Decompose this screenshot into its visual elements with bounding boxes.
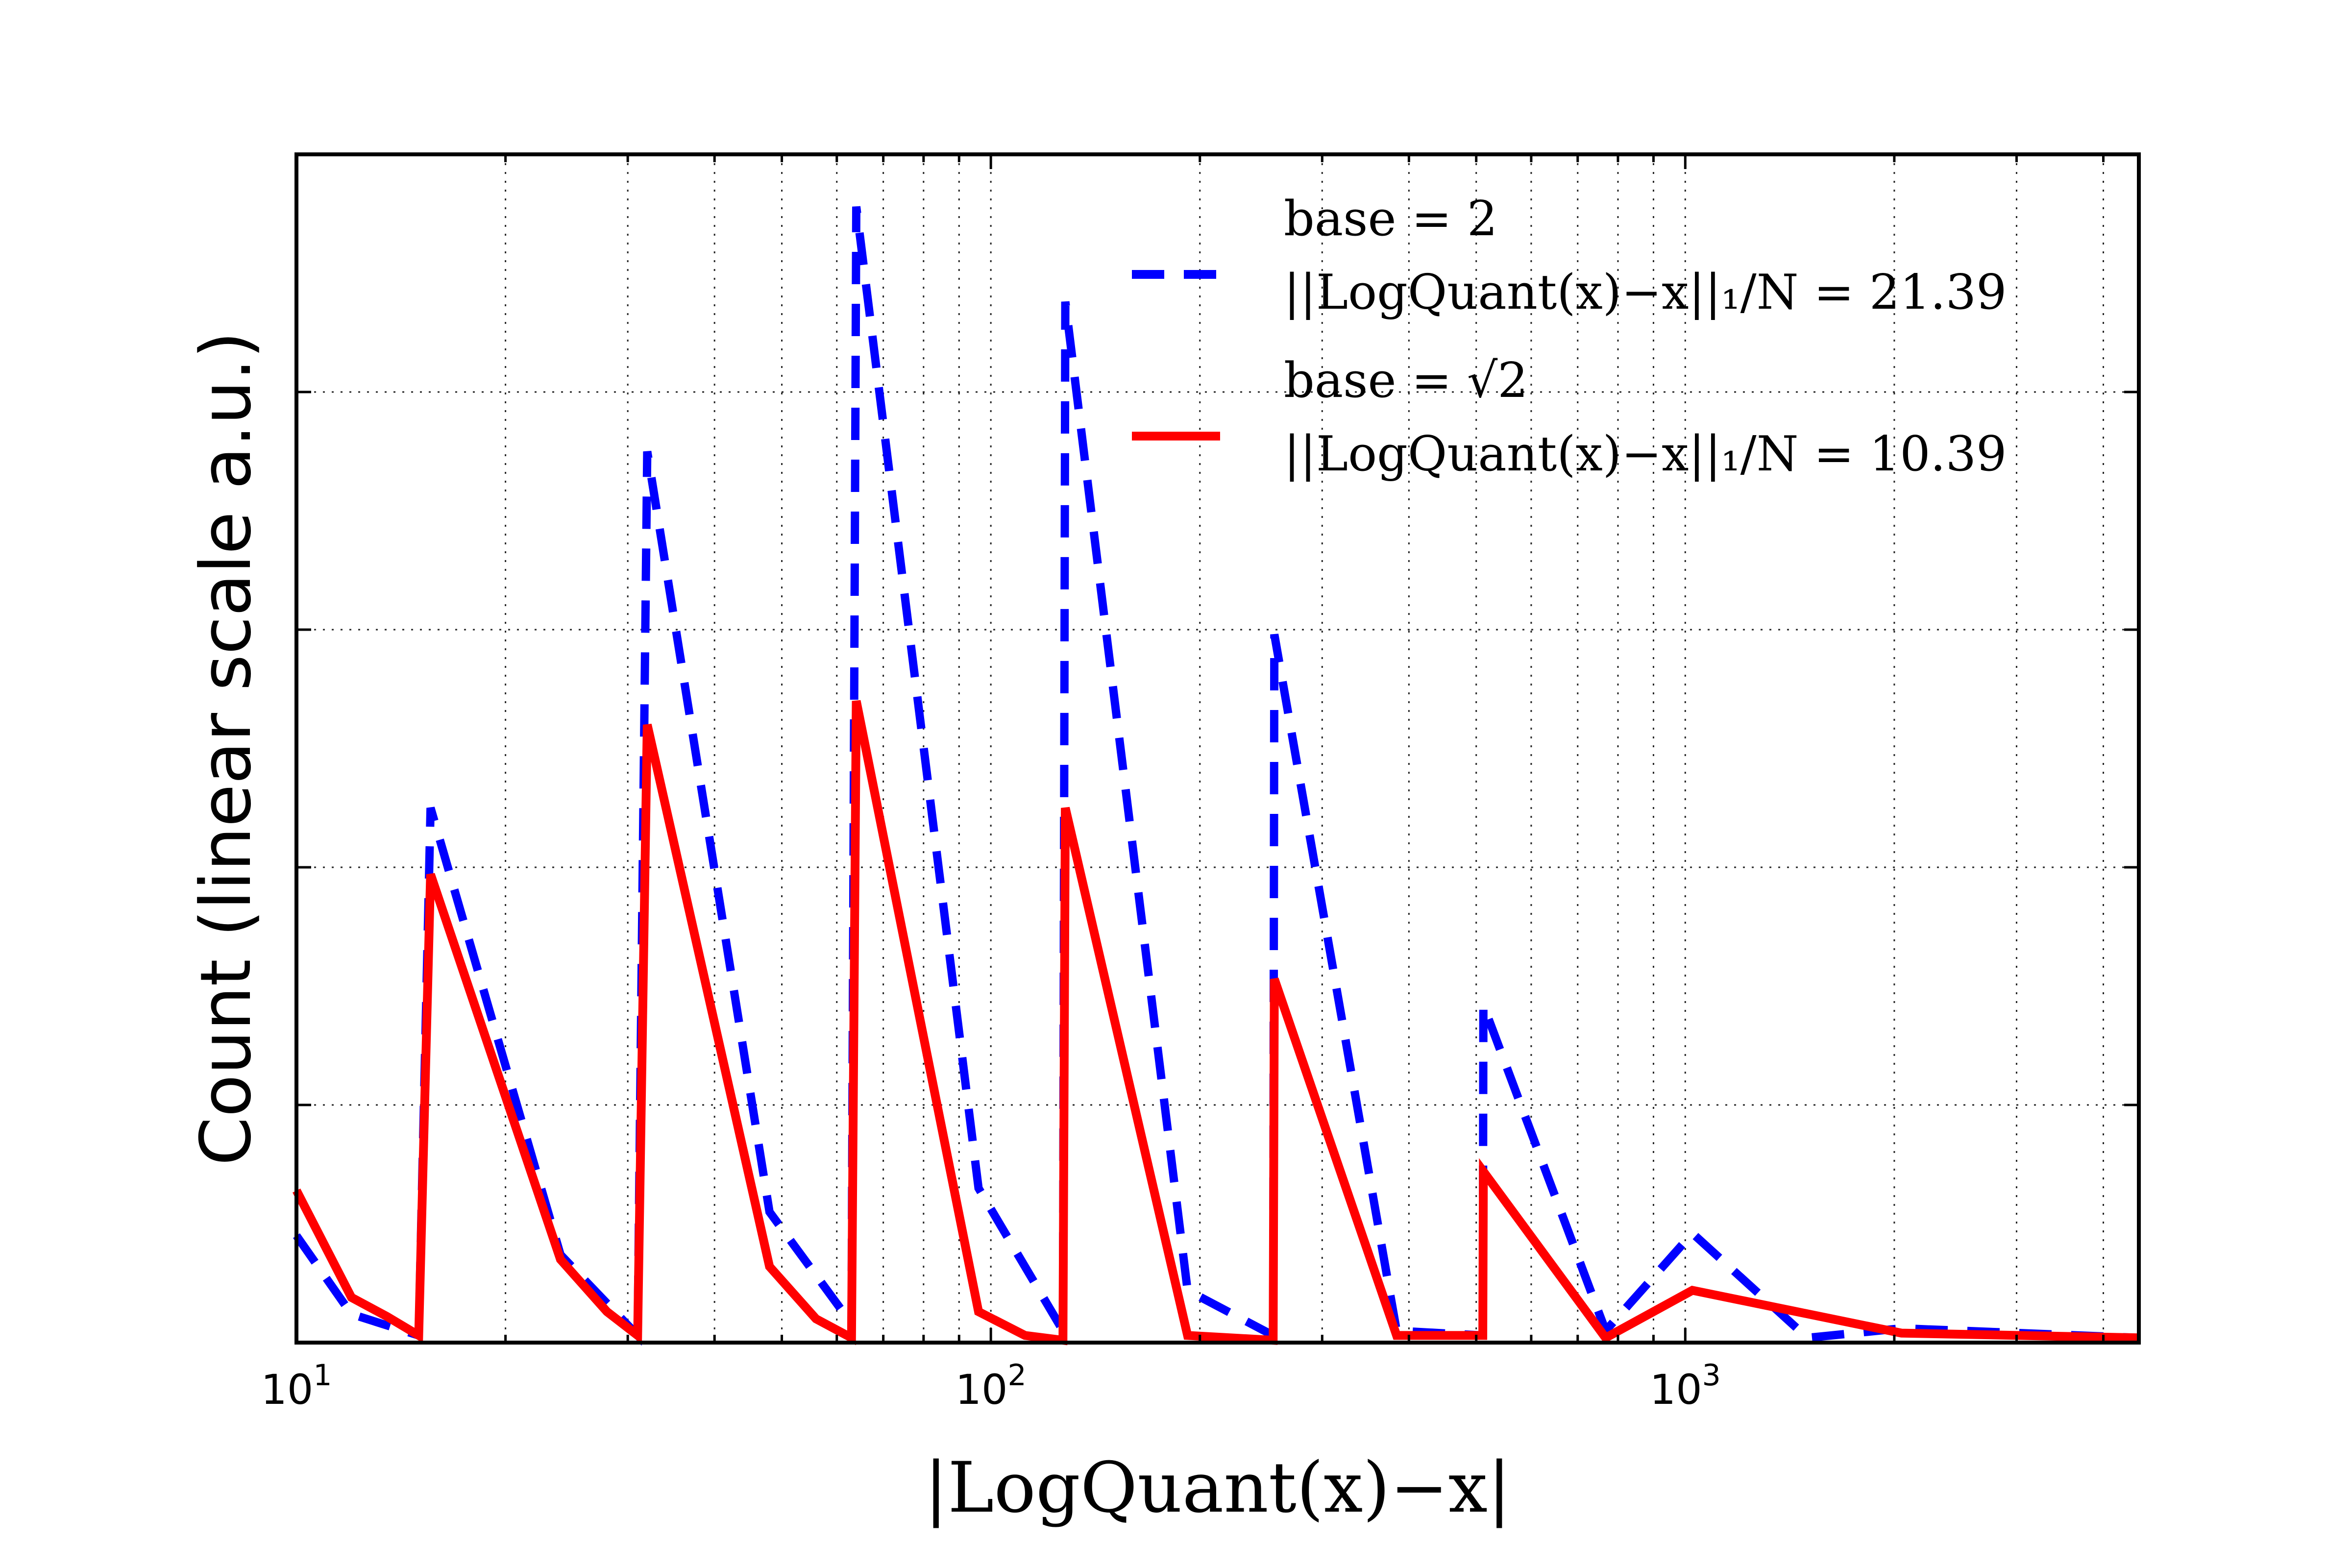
plot-frame xyxy=(294,152,2141,1345)
legend-label-error-base-sqrt2: ||LogQuant(x)−x||₁/N = 10.39 xyxy=(1284,426,2007,482)
x-tick-label: 102 xyxy=(956,1358,1027,1414)
legend: base = 2 ||LogQuant(x)−x||₁/N = 21.39 ba… xyxy=(1132,191,2007,482)
x-tick-label: 103 xyxy=(1650,1358,1721,1414)
x-axis-title: |LogQuant(x)−x| xyxy=(924,1447,1511,1528)
grid xyxy=(295,154,2139,1343)
series-line-1 xyxy=(292,700,2139,1346)
legend-label-base-2: base = 2 xyxy=(1284,191,1497,247)
x-tick-label: 101 xyxy=(261,1358,332,1414)
ticks: 101 102 103 xyxy=(261,154,2139,1414)
series-layer xyxy=(292,206,2139,1346)
legend-label-error-base-2: ||LogQuant(x)−x||₁/N = 21.39 xyxy=(1284,265,2007,320)
y-axis-title: Count (linear scale a.u.) xyxy=(186,331,267,1166)
legend-label-base-sqrt2: base = √2 xyxy=(1284,353,1528,409)
